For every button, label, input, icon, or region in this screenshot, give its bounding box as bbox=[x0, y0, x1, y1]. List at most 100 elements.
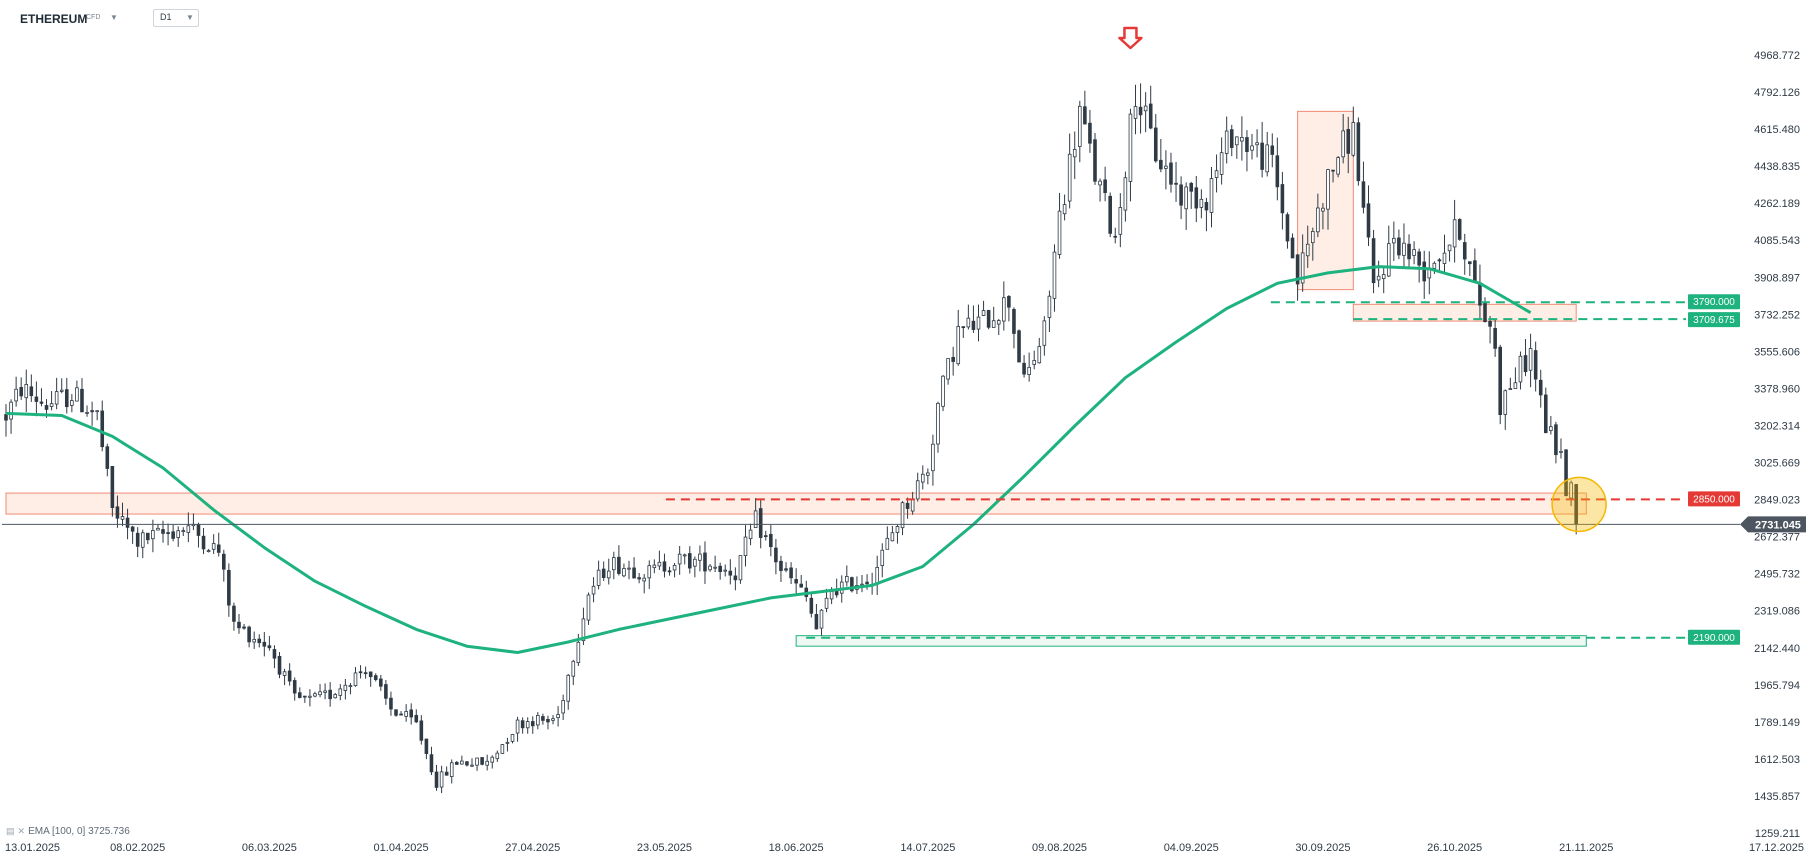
level-badge-2190.000 bbox=[1688, 629, 1740, 645]
candle bbox=[1159, 159, 1163, 170]
y-tick-label: 4085.543 bbox=[1754, 235, 1800, 247]
candle bbox=[297, 692, 302, 698]
candle bbox=[1194, 187, 1199, 209]
candle bbox=[475, 757, 479, 766]
symbol-type: CFD bbox=[86, 14, 101, 21]
candle bbox=[880, 549, 885, 567]
candle bbox=[627, 567, 631, 570]
candle bbox=[865, 581, 869, 585]
candle bbox=[1148, 103, 1153, 129]
x-tick-label: 04.09.2025 bbox=[1164, 842, 1219, 854]
candle bbox=[49, 403, 54, 407]
candle bbox=[1462, 242, 1467, 260]
candle bbox=[287, 670, 292, 682]
candle bbox=[166, 532, 170, 534]
level-label-2850.000: 2850.000 bbox=[1693, 494, 1735, 505]
candle bbox=[115, 506, 120, 519]
candle bbox=[500, 744, 505, 754]
candle bbox=[718, 565, 722, 572]
candle bbox=[277, 655, 282, 675]
candle bbox=[941, 375, 945, 407]
timeframe-select[interactable]: D1 ▼ bbox=[153, 9, 199, 27]
candle bbox=[389, 697, 393, 710]
candle bbox=[591, 585, 596, 595]
candle bbox=[1260, 142, 1264, 170]
ema-layer bbox=[5, 265, 1532, 654]
candle bbox=[1533, 350, 1538, 380]
candle bbox=[956, 326, 961, 365]
candle bbox=[966, 317, 971, 328]
candle bbox=[211, 543, 216, 550]
candle bbox=[571, 660, 576, 677]
candle bbox=[1214, 170, 1219, 178]
candle bbox=[1083, 106, 1087, 125]
candle bbox=[1062, 204, 1067, 215]
candle bbox=[1012, 308, 1016, 334]
candle bbox=[1245, 137, 1249, 152]
candle bbox=[698, 553, 702, 561]
y-tick-label: 2142.440 bbox=[1754, 643, 1800, 655]
x-tick-label: 09.08.2025 bbox=[1032, 842, 1087, 854]
candle bbox=[1118, 207, 1123, 235]
candle bbox=[1174, 182, 1178, 185]
candle bbox=[809, 597, 814, 614]
candle bbox=[110, 466, 115, 508]
ema-line bbox=[5, 265, 1532, 654]
x-tick-label: 21.11.2025 bbox=[1559, 842, 1613, 854]
candle bbox=[541, 716, 545, 721]
candle bbox=[1331, 169, 1335, 172]
symbol-caret-down-icon[interactable]: ▼ bbox=[110, 13, 118, 22]
candle bbox=[753, 510, 758, 529]
candle bbox=[687, 553, 692, 569]
candle bbox=[1569, 482, 1573, 499]
candle bbox=[171, 531, 175, 539]
candle bbox=[1336, 157, 1340, 175]
candle bbox=[64, 389, 69, 408]
candle bbox=[723, 569, 728, 572]
indicator-legend[interactable]: ▤ ✕ EMA [100, 0] 3725.736 bbox=[6, 826, 130, 837]
candle bbox=[1189, 182, 1194, 192]
candle bbox=[465, 761, 469, 766]
y-tick-label: 1435.857 bbox=[1754, 791, 1800, 803]
candle bbox=[1280, 184, 1285, 214]
symbol-name[interactable]: ETHEREUM bbox=[20, 12, 88, 26]
candle bbox=[525, 721, 530, 729]
candle bbox=[44, 405, 49, 410]
candle bbox=[814, 614, 819, 630]
candle bbox=[1037, 346, 1042, 364]
candle bbox=[601, 568, 606, 578]
markers-layer bbox=[1118, 26, 1607, 533]
candle bbox=[1143, 105, 1148, 112]
candle bbox=[991, 320, 996, 328]
candle bbox=[292, 680, 297, 694]
candle bbox=[1235, 136, 1239, 146]
candle bbox=[1371, 238, 1376, 284]
candle bbox=[323, 690, 327, 693]
current-price-badge bbox=[1740, 516, 1806, 533]
candle bbox=[105, 446, 110, 469]
candle bbox=[394, 709, 398, 716]
candle bbox=[222, 553, 226, 570]
candle bbox=[39, 401, 44, 404]
candle bbox=[1204, 202, 1209, 211]
indicator-chart-icon[interactable]: ▤ bbox=[6, 826, 15, 836]
candle bbox=[1381, 274, 1386, 280]
x-tick-label: 23.05.2025 bbox=[637, 842, 692, 854]
candle bbox=[333, 694, 338, 699]
candle bbox=[1295, 254, 1300, 285]
candle bbox=[819, 609, 824, 629]
candle bbox=[1032, 360, 1037, 365]
candle bbox=[986, 309, 991, 328]
candle bbox=[1290, 237, 1295, 259]
candle bbox=[612, 557, 616, 571]
close-icon[interactable]: ✕ bbox=[17, 826, 26, 836]
candle bbox=[59, 389, 64, 392]
level-label-3709.675: 3709.675 bbox=[1693, 315, 1735, 326]
candle bbox=[9, 401, 13, 420]
candle bbox=[1098, 180, 1102, 186]
x-tick-label: 18.06.2025 bbox=[769, 842, 824, 854]
candle bbox=[1027, 366, 1031, 375]
candle bbox=[1437, 259, 1442, 262]
candle bbox=[399, 713, 403, 716]
